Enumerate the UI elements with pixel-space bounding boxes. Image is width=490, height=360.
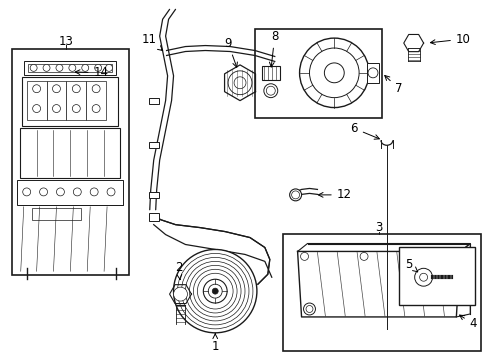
Text: 7: 7 <box>385 76 403 95</box>
Circle shape <box>173 249 257 333</box>
Circle shape <box>43 64 50 71</box>
Bar <box>262 66 280 80</box>
Bar <box>149 192 159 198</box>
Text: 5: 5 <box>405 258 418 272</box>
Bar <box>149 213 159 221</box>
Circle shape <box>419 252 428 260</box>
Circle shape <box>208 284 222 298</box>
Circle shape <box>234 77 246 89</box>
Circle shape <box>73 85 80 93</box>
Circle shape <box>105 64 113 71</box>
Text: 13: 13 <box>59 35 74 48</box>
Bar <box>255 29 382 118</box>
Bar <box>399 247 475 305</box>
Text: 3: 3 <box>375 221 383 234</box>
Circle shape <box>52 105 60 113</box>
Circle shape <box>303 303 316 315</box>
Text: 6: 6 <box>350 122 379 139</box>
Bar <box>20 129 120 178</box>
Circle shape <box>299 38 369 108</box>
Circle shape <box>23 188 31 196</box>
Bar <box>32 208 81 220</box>
Circle shape <box>310 48 359 98</box>
Circle shape <box>415 268 433 286</box>
Text: 14: 14 <box>75 66 109 79</box>
Circle shape <box>73 105 80 113</box>
Text: 1: 1 <box>212 334 219 353</box>
Text: 9: 9 <box>224 37 237 67</box>
Bar <box>12 49 129 275</box>
Circle shape <box>56 64 63 71</box>
Circle shape <box>264 84 278 98</box>
Bar <box>26 81 47 121</box>
Circle shape <box>56 188 64 196</box>
Text: 10: 10 <box>430 33 471 46</box>
Bar <box>22 77 118 126</box>
Circle shape <box>52 85 60 93</box>
Circle shape <box>228 71 252 95</box>
Circle shape <box>324 63 344 83</box>
Circle shape <box>203 279 227 303</box>
Text: 8: 8 <box>270 30 278 67</box>
Circle shape <box>212 288 218 294</box>
Circle shape <box>33 105 41 113</box>
Circle shape <box>69 64 76 71</box>
Circle shape <box>419 273 428 281</box>
Bar <box>28 64 112 72</box>
Bar <box>149 142 159 148</box>
Circle shape <box>173 287 188 301</box>
Circle shape <box>82 64 89 71</box>
Bar <box>367 63 379 83</box>
Circle shape <box>95 64 101 71</box>
Circle shape <box>290 189 301 201</box>
Bar <box>17 180 123 205</box>
Text: 4: 4 <box>460 315 477 330</box>
Bar <box>66 81 86 121</box>
Circle shape <box>30 64 37 71</box>
Circle shape <box>90 188 98 196</box>
Circle shape <box>267 86 275 95</box>
Bar <box>24 61 116 75</box>
Circle shape <box>40 188 48 196</box>
Bar <box>47 81 66 121</box>
Circle shape <box>107 188 115 196</box>
Text: 2: 2 <box>175 261 182 280</box>
Text: 12: 12 <box>318 188 352 201</box>
Circle shape <box>306 306 313 312</box>
Bar <box>86 81 106 121</box>
Circle shape <box>368 68 378 78</box>
Circle shape <box>360 252 368 260</box>
Circle shape <box>300 252 309 260</box>
Circle shape <box>92 85 100 93</box>
Bar <box>149 98 159 104</box>
Bar <box>283 234 481 351</box>
Circle shape <box>33 85 41 93</box>
Circle shape <box>292 191 299 199</box>
Circle shape <box>74 188 81 196</box>
Circle shape <box>92 105 100 113</box>
Text: 11: 11 <box>141 33 163 50</box>
